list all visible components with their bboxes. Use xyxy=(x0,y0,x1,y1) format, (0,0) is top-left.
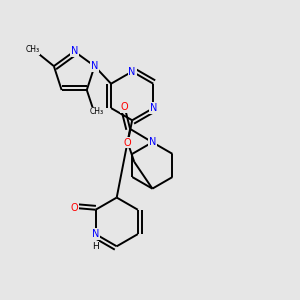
Text: O: O xyxy=(124,138,131,148)
Text: CH₃: CH₃ xyxy=(89,107,104,116)
Text: O: O xyxy=(120,102,128,112)
Text: H: H xyxy=(92,242,98,250)
Text: N: N xyxy=(150,103,157,113)
Text: N: N xyxy=(91,61,98,71)
Text: O: O xyxy=(70,203,78,213)
Text: CH₃: CH₃ xyxy=(26,45,40,54)
Text: N: N xyxy=(149,137,156,147)
Text: N: N xyxy=(92,229,99,239)
Text: N: N xyxy=(128,67,136,76)
Text: N: N xyxy=(70,46,78,56)
